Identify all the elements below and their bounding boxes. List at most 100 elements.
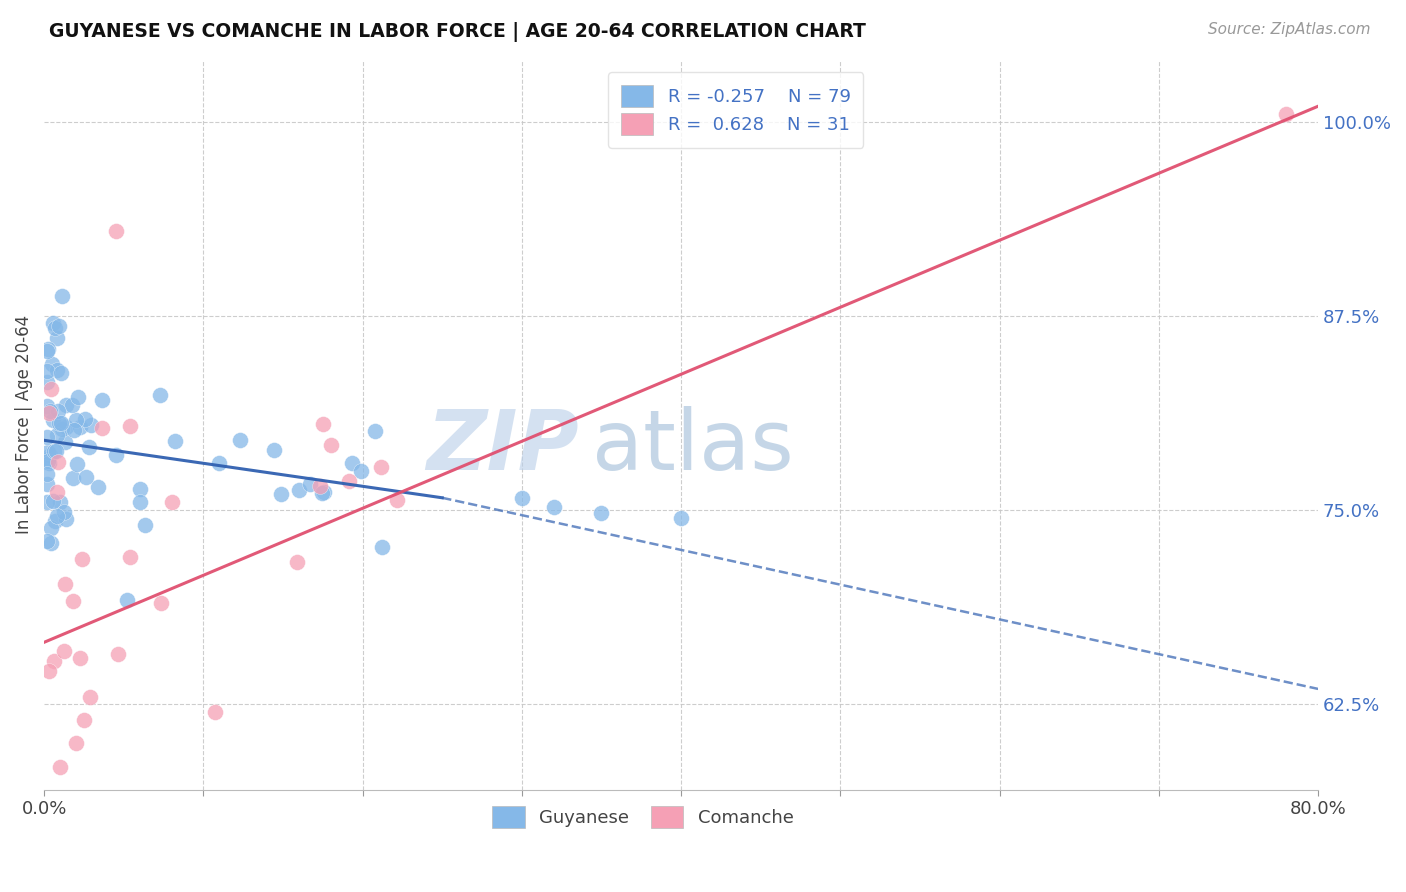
Point (39, 521, 62, 535)
Point (65, 413, 87, 427)
Point (39, 404, 62, 418)
Point (38, 406, 60, 420)
Point (37, 451, 59, 466)
Point (75, 412, 97, 426)
Point (46, 485, 69, 500)
Point (75, 469, 97, 483)
Point (45, 509, 67, 524)
Point (48, 417, 70, 431)
Point (591, 506, 613, 520)
Point (120, 419, 142, 434)
Point (62, 470, 84, 484)
Point (1275, 107, 1298, 121)
Point (371, 540, 394, 554)
Point (46, 455, 69, 469)
Point (337, 475, 360, 489)
Point (45, 444, 67, 458)
Point (55, 398, 77, 412)
Point (150, 596, 173, 610)
Point (350, 464, 373, 478)
Point (107, 648, 129, 662)
Point (270, 487, 292, 501)
Point (42, 654, 65, 668)
Point (66, 457, 89, 471)
Point (44, 514, 66, 528)
Point (364, 424, 387, 438)
Point (311, 417, 333, 431)
Point (385, 493, 408, 508)
Point (510, 491, 533, 505)
Point (263, 442, 285, 457)
Point (55, 420, 77, 434)
Point (37, 399, 59, 413)
Point (208, 456, 231, 470)
Point (46, 428, 69, 442)
Point (37, 375, 59, 389)
Point (49, 759, 72, 773)
Point (299, 476, 322, 491)
Point (42, 494, 65, 508)
Point (37, 454, 59, 468)
Point (65, 736, 87, 750)
Point (160, 495, 183, 509)
Point (52, 505, 75, 519)
Point (37, 364, 59, 378)
Point (48, 494, 70, 508)
Point (67, 390, 90, 404)
Point (669, 511, 692, 525)
Point (87, 479, 110, 493)
Point (73, 713, 96, 727)
Point (72, 552, 94, 566)
Text: Source: ZipAtlas.com: Source: ZipAtlas.com (1208, 22, 1371, 37)
Point (285, 555, 308, 569)
Point (90, 392, 112, 407)
Point (62, 423, 84, 437)
Point (48, 319, 70, 334)
Point (149, 388, 172, 402)
Point (69, 420, 91, 434)
Point (319, 438, 342, 452)
Point (288, 483, 311, 498)
Point (44, 321, 66, 335)
Point (37, 495, 59, 509)
Point (340, 456, 363, 470)
Point (311, 486, 333, 500)
Point (90, 421, 112, 435)
Point (51, 289, 73, 303)
Point (134, 518, 156, 533)
Point (52, 643, 75, 657)
Point (44, 444, 66, 458)
Point (55, 512, 77, 526)
Point (104, 223, 127, 237)
Point (41, 357, 63, 371)
Point (543, 500, 565, 515)
Y-axis label: In Labor Force | Age 20-64: In Labor Force | Age 20-64 (15, 315, 32, 534)
Point (49, 417, 72, 431)
Point (62, 593, 84, 607)
Point (370, 460, 392, 475)
Point (79, 690, 101, 704)
Point (41, 382, 63, 396)
Point (38, 448, 60, 462)
Point (80, 418, 103, 433)
Point (49, 367, 72, 381)
Point (117, 593, 139, 607)
Point (53, 576, 76, 591)
Point (37, 467, 59, 481)
Point (53, 435, 76, 450)
Point (38, 665, 60, 679)
Point (118, 549, 141, 564)
Legend: Guyanese, Comanche: Guyanese, Comanche (485, 799, 801, 836)
Point (37, 342, 59, 356)
Text: GUYANESE VS COMANCHE IN LABOR FORCE | AGE 20-64 CORRELATION CHART: GUYANESE VS COMANCHE IN LABOR FORCE | AG… (49, 22, 866, 42)
Point (51, 422, 73, 436)
Point (77, 440, 100, 454)
Point (37, 476, 59, 491)
Point (37, 344, 59, 359)
Point (46, 403, 69, 417)
Point (69, 650, 91, 665)
Text: atlas: atlas (592, 406, 794, 487)
Point (42, 317, 65, 331)
Text: ZIP: ZIP (426, 406, 579, 487)
Point (46, 331, 69, 345)
